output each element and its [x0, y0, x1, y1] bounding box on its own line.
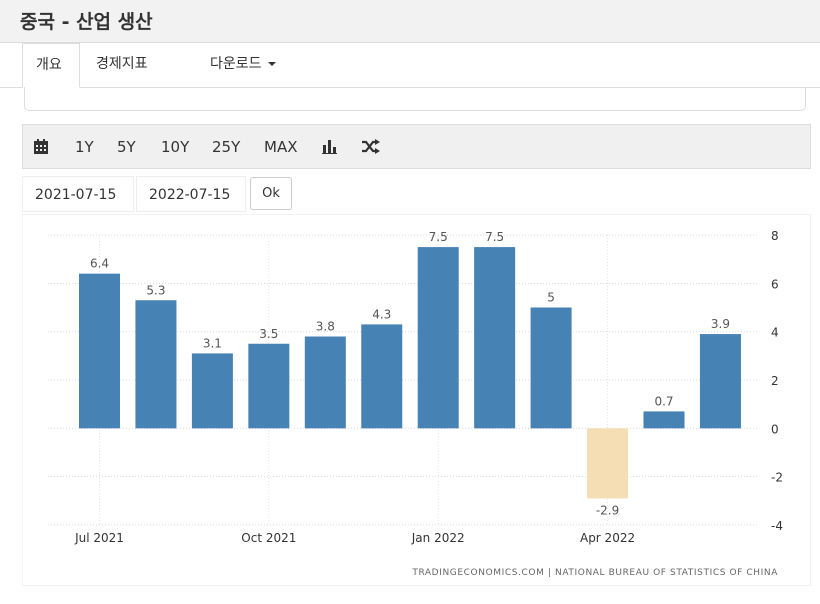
data-label: 0.7: [654, 394, 673, 408]
tab-overview[interactable]: 개요: [22, 43, 80, 88]
bar: [474, 247, 516, 429]
bar-chart: 8 6 4 2 0 -2 -4 6.4 5.3 3.1 3.5 3.8 4.3 7.5 7.5 5 -2.9 0.…: [48, 229, 783, 578]
data-label: 3.8: [316, 320, 335, 334]
bar: [417, 247, 459, 429]
bar: [248, 343, 290, 429]
x-tick-label: Jan 2022: [411, 531, 465, 545]
data-label: 6.4: [90, 257, 109, 271]
y-tick-label: -4: [771, 519, 783, 533]
title-bar: 중국 - 산업 생산: [0, 0, 820, 43]
data-label: -2.9: [596, 503, 619, 517]
start-date-input[interactable]: 2021-07-15: [22, 176, 134, 212]
overview-panel: [24, 87, 806, 111]
tab-download[interactable]: 다운로드: [210, 43, 276, 87]
y-tick-label: 0: [771, 422, 779, 436]
chart-toolbar: 1Y 5Y 10Y 25Y MAX: [22, 124, 811, 169]
tab-bar: 개요 경제지표 다운로드: [0, 43, 820, 88]
data-label: 5: [547, 291, 555, 305]
source-credit: TRADINGECONOMICS.COM | NATIONAL BUREAU O…: [411, 568, 778, 578]
chart-container: 8 6 4 2 0 -2 -4 6.4 5.3 3.1 3.5 3.8 4.3 7.5 7.5 5 -2.9 0.…: [22, 214, 811, 586]
page-title: 중국 - 산업 생산: [20, 11, 153, 33]
ok-button[interactable]: Ok: [250, 177, 292, 210]
y-tick-label: 8: [771, 229, 779, 243]
range-10y-button[interactable]: 10Y: [161, 138, 190, 156]
y-tick-label: 4: [771, 326, 779, 340]
bar-chart-icon[interactable]: [322, 139, 337, 158]
bar: [361, 324, 403, 429]
range-5y-button[interactable]: 5Y: [117, 138, 136, 156]
end-date-input[interactable]: 2022-07-15: [136, 176, 246, 212]
tab-indicators[interactable]: 경제지표: [96, 56, 148, 72]
tab-download-label: 다운로드: [210, 56, 262, 72]
bar: [530, 307, 572, 429]
data-label: 7.5: [485, 230, 504, 244]
y-tick-label: 6: [771, 277, 779, 291]
calendar-icon[interactable]: [34, 139, 48, 158]
y-tick-label: 2: [771, 374, 779, 388]
data-label: 3.5: [259, 327, 278, 341]
bar: [643, 411, 685, 429]
shuffle-icon[interactable]: [362, 139, 380, 158]
y-tick-label: -2: [771, 471, 783, 485]
x-tick-label: Jul 2021: [74, 531, 124, 545]
bar: [79, 273, 120, 429]
range-1y-button[interactable]: 1Y: [75, 138, 94, 156]
data-label: 4.3: [372, 307, 391, 321]
bar: [304, 336, 346, 429]
data-label: 3.1: [203, 336, 222, 350]
caret-down-icon: [267, 62, 276, 66]
data-label: 3.9: [711, 317, 730, 331]
data-label: 5.3: [146, 283, 165, 297]
range-25y-button[interactable]: 25Y: [212, 138, 241, 156]
x-tick-label: Oct 2021: [241, 531, 296, 545]
data-label: 7.5: [429, 230, 448, 244]
range-max-button[interactable]: MAX: [264, 138, 298, 156]
bar: [587, 428, 629, 499]
bar: [699, 334, 741, 429]
bar: [191, 353, 233, 429]
bar: [135, 300, 177, 429]
x-tick-label: Apr 2022: [580, 531, 635, 545]
